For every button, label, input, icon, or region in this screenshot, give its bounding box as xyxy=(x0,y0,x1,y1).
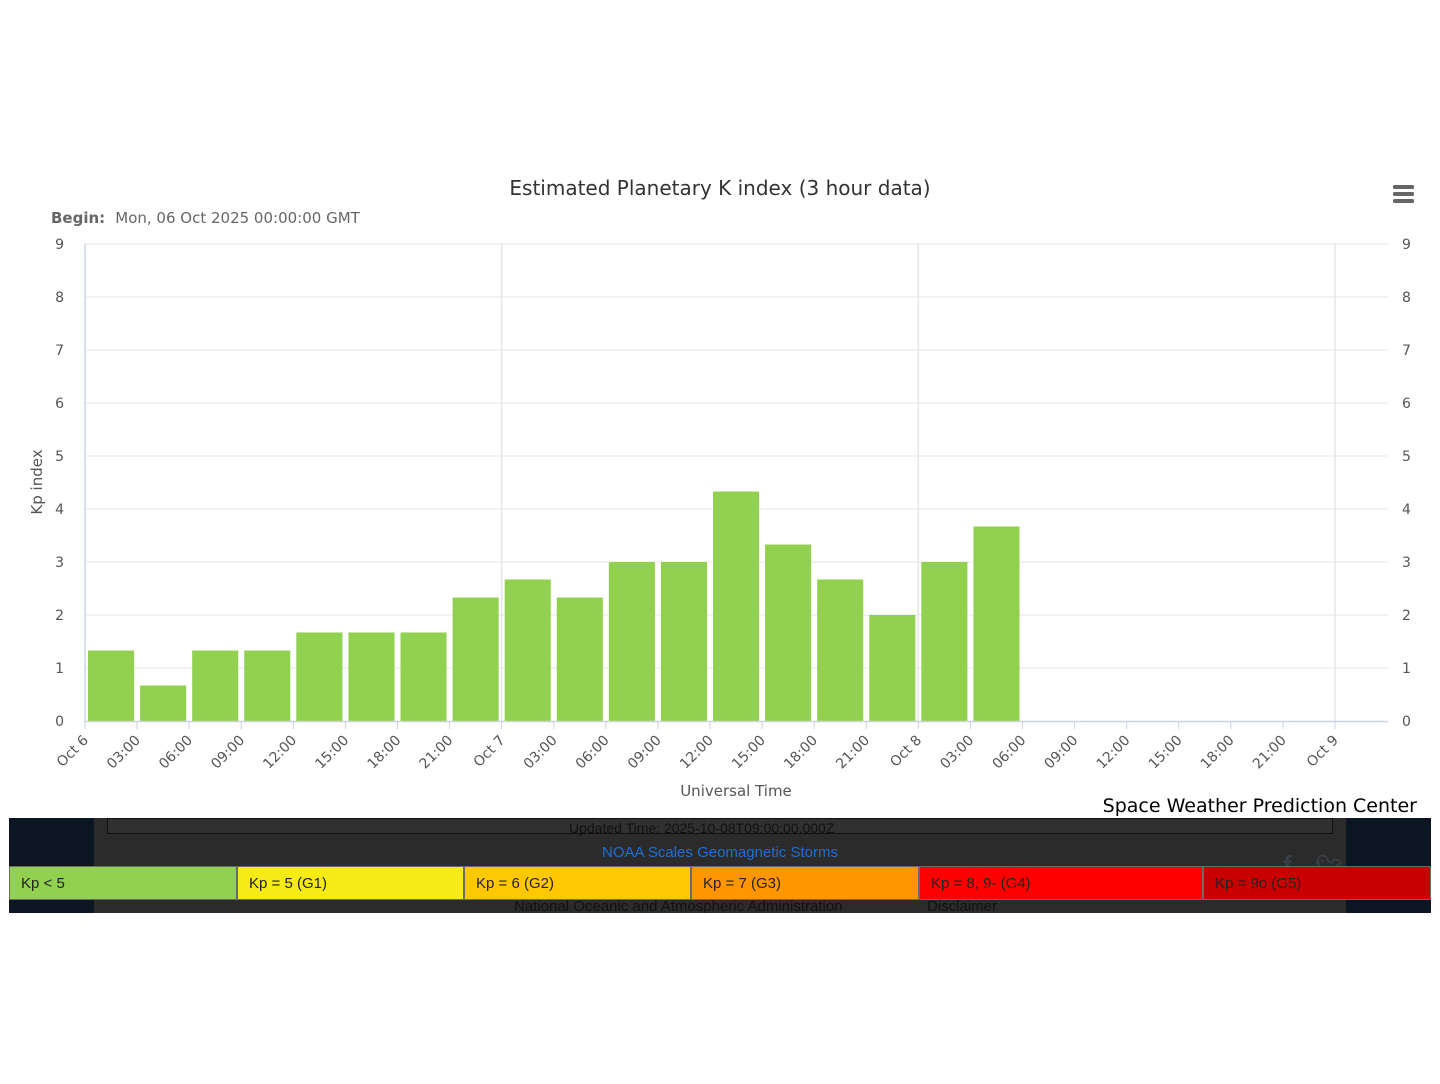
x-tick-label: 12:00 xyxy=(677,733,717,773)
x-tick-label: 09:00 xyxy=(208,733,248,773)
x-tick-label: 15:00 xyxy=(1146,733,1186,773)
x-tick-label: 18:00 xyxy=(1198,733,1238,773)
kp-bar xyxy=(504,579,551,721)
scale-cell-2: Kp = 6 (G2) xyxy=(464,866,691,900)
disclaimer-link[interactable]: Disclaimer xyxy=(927,898,998,913)
x-tick-label: 18:00 xyxy=(781,733,821,773)
y-tick-label-left: 6 xyxy=(55,396,64,412)
chart-credits[interactable]: Space Weather Prediction Center xyxy=(1103,795,1418,817)
scale-cell-5: Kp = 9o (G5) xyxy=(1203,866,1431,900)
scale-cell-1: Kp = 5 (G1) xyxy=(237,866,464,900)
noaa-scales-title[interactable]: NOAA Scales Geomagnetic Storms xyxy=(602,844,838,861)
x-tick-label: 03:00 xyxy=(104,733,144,773)
y-tick-label-right: 8 xyxy=(1402,290,1411,306)
y-tick-label-right: 1 xyxy=(1402,661,1411,677)
kp-bar xyxy=(556,597,603,721)
x-axis-label: Universal Time xyxy=(680,782,792,800)
y-tick-label-left: 9 xyxy=(55,237,64,253)
updated-box xyxy=(107,818,1333,834)
x-tick-label: 21:00 xyxy=(833,733,873,773)
scale-cell-0: Kp < 5 xyxy=(9,866,237,900)
y-tick-label-right: 4 xyxy=(1402,502,1411,518)
y-tick-label-right: 2 xyxy=(1402,608,1411,624)
x-tick-label: 06:00 xyxy=(989,733,1029,773)
chart-subtitle: Begin: Mon, 06 Oct 2025 00:00:00 GMT xyxy=(51,208,361,227)
y-tick-label-left: 5 xyxy=(55,449,64,465)
y-tick-label-right: 0 xyxy=(1402,714,1411,730)
x-tick-label: 03:00 xyxy=(521,733,561,773)
y-tick-label-left: 4 xyxy=(55,502,64,518)
x-tick-label: 06:00 xyxy=(156,733,196,773)
x-tick-label: 06:00 xyxy=(573,733,613,773)
x-tick-label: Oct 9 xyxy=(1304,733,1342,771)
x-tick-label: 12:00 xyxy=(1094,733,1134,773)
kp-bar xyxy=(921,562,968,721)
scale-cell-3: Kp = 7 (G3) xyxy=(691,866,919,900)
y-tick-label-right: 3 xyxy=(1402,555,1411,571)
y-tick-label-right: 5 xyxy=(1402,449,1411,465)
updated-time: Updated Time: 2025-10-08T09:00:00.000Z xyxy=(569,820,835,836)
kp-bar xyxy=(400,632,447,721)
y-tick-label-right: 9 xyxy=(1402,237,1411,253)
subtitle-value: Mon, 06 Oct 2025 00:00:00 GMT xyxy=(115,209,360,227)
y-axis-label: Kp index xyxy=(28,449,46,514)
kp-bar xyxy=(973,526,1020,721)
scale-cell-4: Kp = 8, 9- (G4) xyxy=(919,866,1203,900)
x-tick-label: 12:00 xyxy=(260,733,300,773)
x-tick-label: 15:00 xyxy=(729,733,769,773)
x-tick-label: 21:00 xyxy=(417,733,457,773)
x-tick-label: Oct 7 xyxy=(471,733,509,771)
kp-bar xyxy=(140,685,187,721)
facebook-icon[interactable]: f xyxy=(1283,850,1292,880)
kp-bar xyxy=(765,544,812,721)
kp-bar xyxy=(452,597,499,721)
x-tick-label: Oct 6 xyxy=(54,732,92,770)
subtitle-label: Begin: xyxy=(51,209,105,227)
kp-bar xyxy=(192,650,239,721)
y-tick-label-right: 7 xyxy=(1402,343,1411,359)
x-tick-label: 09:00 xyxy=(625,733,665,773)
y-tick-label-left: 0 xyxy=(55,714,64,730)
x-tick-label: Oct 8 xyxy=(887,733,925,771)
bars-layer xyxy=(88,491,1020,721)
kp-bar xyxy=(296,632,343,721)
grid-layer xyxy=(85,243,1388,721)
kp-bar xyxy=(348,632,395,721)
x-tick-label: 21:00 xyxy=(1250,733,1290,773)
kp-bar xyxy=(608,562,655,721)
x-tick-label: 09:00 xyxy=(1042,733,1082,773)
y-tick-label-left: 1 xyxy=(55,661,64,677)
x-tick-label: 15:00 xyxy=(312,733,352,773)
hamburger-menu-icon[interactable] xyxy=(1386,178,1420,212)
kp-bar xyxy=(869,615,916,721)
x-tick-label: 03:00 xyxy=(937,733,977,773)
geomagnetic-scale-legend: Kp < 5 Kp = 5 (G1) Kp = 6 (G2) Kp = 7 (G3) K… xyxy=(9,866,1431,900)
y-tick-label-left: 2 xyxy=(55,608,64,624)
y-tick-label-left: 8 xyxy=(55,290,64,306)
y-tick-label-left: 7 xyxy=(55,343,64,359)
x-tick-label: 18:00 xyxy=(364,733,404,773)
agency-link[interactable]: National Oceanic and Atmospheric Adminis… xyxy=(514,898,843,913)
y-tick-label-left: 3 xyxy=(55,555,64,571)
kp-bar xyxy=(88,650,135,721)
chart-title: Estimated Planetary K index (3 hour data… xyxy=(509,176,930,200)
kp-bar xyxy=(817,579,864,721)
kp-bar xyxy=(660,562,707,721)
kp-bar xyxy=(713,491,760,721)
kp-bar xyxy=(244,650,291,721)
y-tick-label-right: 6 xyxy=(1402,396,1411,412)
page-footer: Updated Time: 2025-10-08T09:00:00.000Z N… xyxy=(9,818,1431,913)
